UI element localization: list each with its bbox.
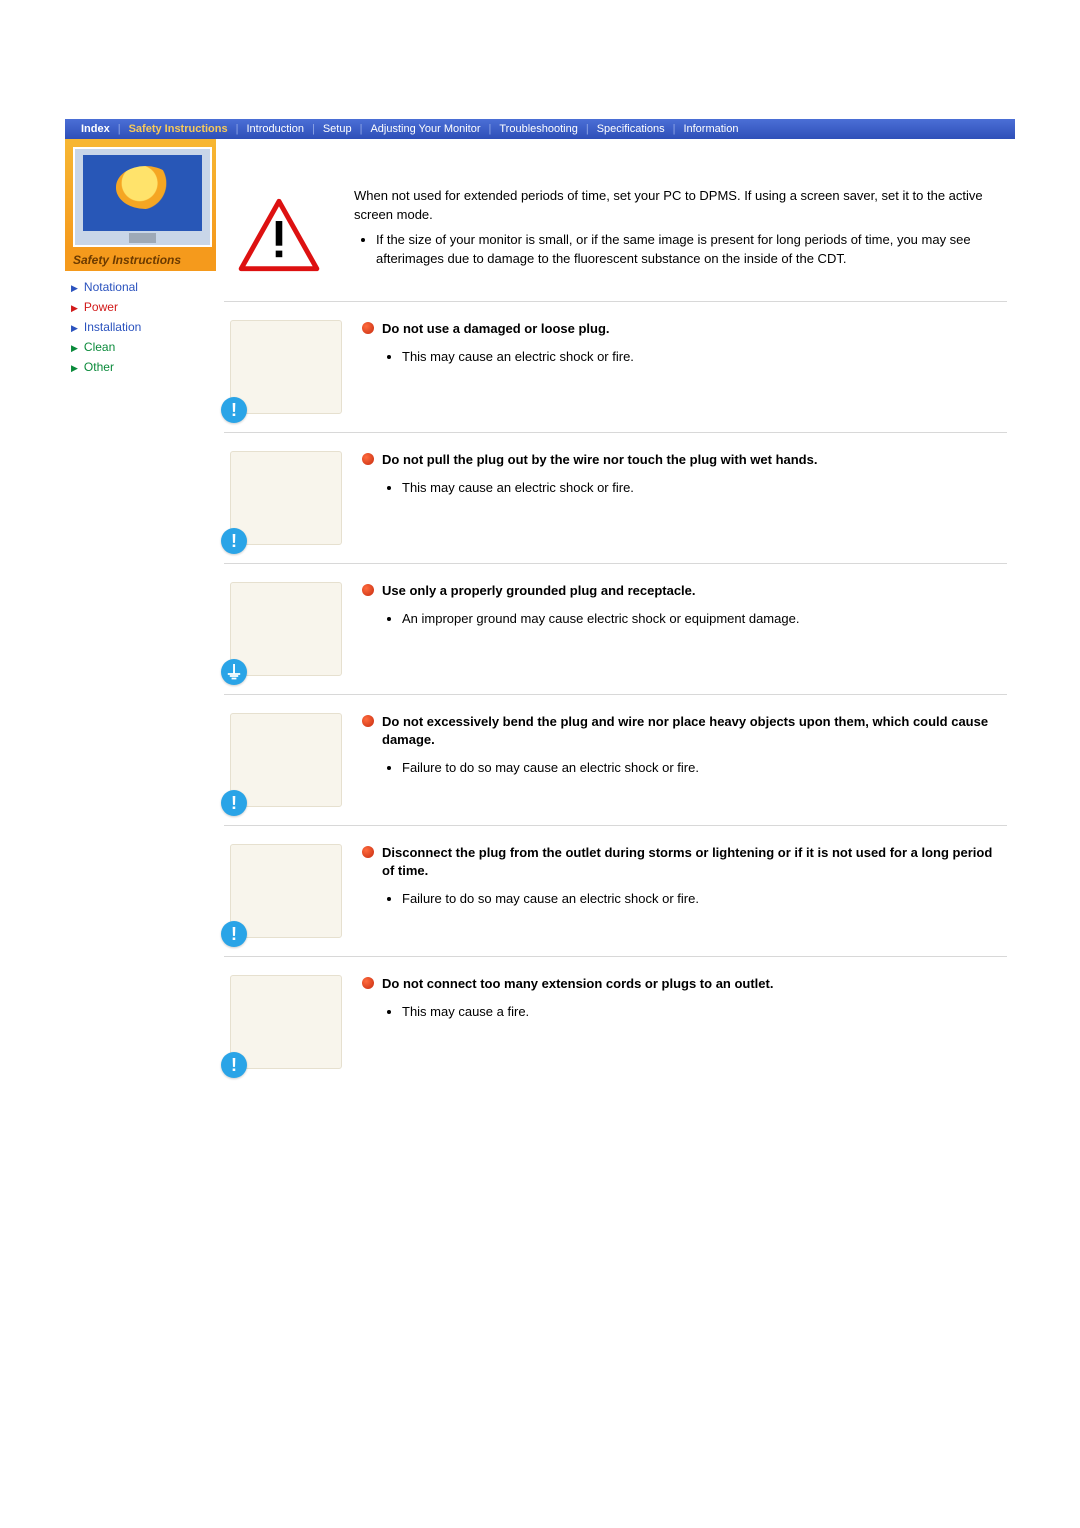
- nav-information[interactable]: Information: [677, 123, 744, 135]
- sidebar-links: Notational Power Installation Clean Othe…: [65, 271, 216, 383]
- monitor-thumbnail: [73, 147, 212, 247]
- illustration-wet-hands: !: [230, 451, 342, 545]
- item-bullet: This may cause an electric shock or fire…: [402, 348, 1001, 367]
- item-title: Do not use a damaged or loose plug.: [362, 320, 1001, 338]
- item-bullet: This may cause a fire.: [402, 1003, 1001, 1022]
- nav-adjusting[interactable]: Adjusting Your Monitor: [364, 123, 486, 135]
- sidebar: Safety Instructions Notational Power Ins…: [65, 139, 216, 1111]
- notice-badge-icon: !: [221, 1052, 247, 1078]
- nav-sep: |: [358, 123, 365, 135]
- nav-sep: |: [116, 123, 123, 135]
- sidebar-link-clean[interactable]: Clean: [69, 337, 212, 357]
- nav-introduction[interactable]: Introduction: [240, 123, 309, 135]
- sidebar-link-power[interactable]: Power: [69, 297, 212, 317]
- content: When not used for extended periods of ti…: [216, 139, 1015, 1111]
- nav-safety-instructions[interactable]: Safety Instructions: [123, 123, 234, 135]
- item-bullet: An improper ground may cause electric sh…: [402, 610, 1001, 629]
- item-title: Disconnect the plug from the outlet duri…: [362, 844, 1001, 880]
- item-title: Do not pull the plug out by the wire nor…: [362, 451, 1001, 469]
- warning-triangle-icon: [224, 187, 334, 283]
- notice-badge-icon: !: [221, 790, 247, 816]
- item-title: Do not connect too many extension cords …: [362, 975, 1001, 993]
- top-whitespace: [0, 0, 1080, 119]
- nav-sep: |: [584, 123, 591, 135]
- illustration-bent-wire: !: [230, 713, 342, 807]
- item-body: Do not pull the plug out by the wire nor…: [362, 451, 1001, 545]
- intro-text: When not used for extended periods of ti…: [354, 187, 1007, 225]
- item-body: Do not connect too many extension cords …: [362, 975, 1001, 1069]
- sidebar-section-title: Safety Instructions: [65, 249, 216, 271]
- sidebar-thumb-wrap: [65, 139, 216, 249]
- item-body: Do not use a damaged or loose plug. This…: [362, 320, 1001, 414]
- top-nav: Index| Safety Instructions| Introduction…: [65, 119, 1015, 139]
- safety-item: ! Do not connect too many extension cord…: [224, 956, 1007, 1087]
- illustration-storm-disconnect: !: [230, 844, 342, 938]
- item-bullet: Failure to do so may cause an electric s…: [402, 890, 1001, 909]
- item-title: Do not excessively bend the plug and wir…: [362, 713, 1001, 749]
- notice-badge-icon: !: [221, 397, 247, 423]
- notice-badge-icon: !: [221, 921, 247, 947]
- illustration-extension-cords: !: [230, 975, 342, 1069]
- ground-badge-icon: ⏚: [221, 659, 247, 685]
- nav-troubleshooting[interactable]: Troubleshooting: [493, 123, 583, 135]
- sidebar-link-installation[interactable]: Installation: [69, 317, 212, 337]
- item-title: Use only a properly grounded plug and re…: [362, 582, 1001, 600]
- item-bullet: Failure to do so may cause an electric s…: [402, 759, 1001, 778]
- intro-text-block: When not used for extended periods of ti…: [354, 187, 1007, 268]
- safety-item: ! Do not excessively bend the plug and w…: [224, 694, 1007, 825]
- illustration-damaged-plug: !: [230, 320, 342, 414]
- nav-sep: |: [310, 123, 317, 135]
- notice-badge-icon: !: [221, 528, 247, 554]
- intro-row: When not used for extended periods of ti…: [224, 187, 1007, 283]
- safety-item: ! Do not use a damaged or loose plug. Th…: [224, 301, 1007, 432]
- safety-item: ! Disconnect the plug from the outlet du…: [224, 825, 1007, 956]
- nav-index[interactable]: Index: [75, 123, 116, 135]
- illustration-grounded-plug: ⏚: [230, 582, 342, 676]
- nav-sep: |: [487, 123, 494, 135]
- nav-sep: |: [671, 123, 678, 135]
- body-row: Safety Instructions Notational Power Ins…: [65, 139, 1015, 1111]
- safety-item: ⏚ Use only a properly grounded plug and …: [224, 563, 1007, 694]
- intro-bullet: If the size of your monitor is small, or…: [376, 231, 1007, 269]
- safety-item: ! Do not pull the plug out by the wire n…: [224, 432, 1007, 563]
- sidebar-link-other[interactable]: Other: [69, 357, 212, 377]
- nav-setup[interactable]: Setup: [317, 123, 358, 135]
- nav-sep: |: [234, 123, 241, 135]
- sidebar-link-notational[interactable]: Notational: [69, 277, 212, 297]
- item-bullet: This may cause an electric shock or fire…: [402, 479, 1001, 498]
- item-body: Do not excessively bend the plug and wir…: [362, 713, 1001, 807]
- page: Index| Safety Instructions| Introduction…: [0, 0, 1080, 1111]
- item-body: Disconnect the plug from the outlet duri…: [362, 844, 1001, 938]
- nav-specifications[interactable]: Specifications: [591, 123, 671, 135]
- item-body: Use only a properly grounded plug and re…: [362, 582, 1001, 676]
